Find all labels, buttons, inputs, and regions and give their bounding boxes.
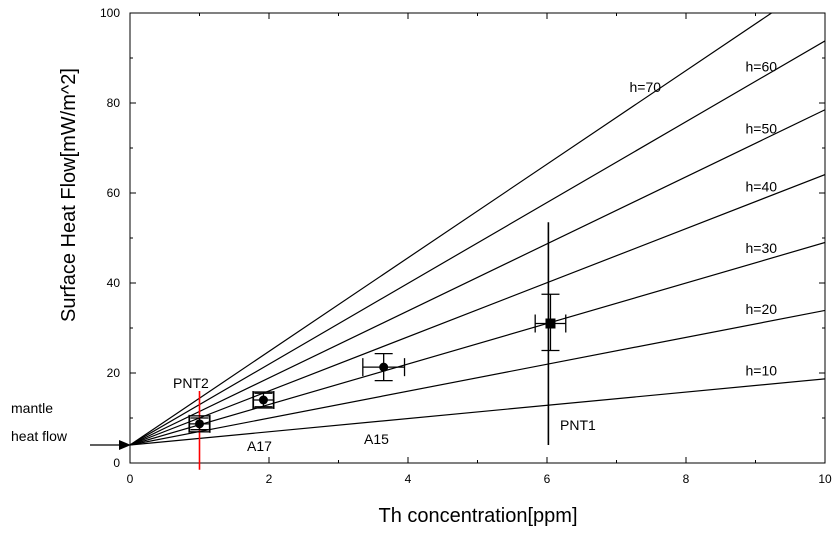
model-line-label: h=70 [629, 79, 661, 95]
model-line [130, 241, 825, 446]
data-point [379, 362, 389, 372]
y-tick-label: 100 [100, 6, 120, 20]
x-tick-label: 6 [544, 472, 551, 486]
data-point-box [252, 391, 275, 409]
model-line-label: h=30 [746, 240, 778, 256]
x-tick-label: 0 [127, 472, 134, 486]
mantle-label-line1: mantle [11, 400, 53, 416]
a15-label: A15 [364, 431, 389, 447]
mantle-label-line2: heat flow [11, 428, 68, 444]
model-line [130, 378, 825, 446]
y-tick-label: 80 [107, 96, 121, 110]
x-tick-label: 4 [405, 472, 412, 486]
axis-ticks [129, 12, 826, 464]
x-tick-label: 2 [266, 472, 273, 486]
y-tick-label: 20 [107, 366, 121, 380]
model-line [130, 13, 773, 446]
y-axis-title: Surface Heat Flow[mW/m^2] [58, 68, 80, 322]
model-line [130, 109, 825, 446]
y-tick-label: 0 [113, 456, 120, 470]
model-line-label: h=20 [746, 301, 778, 317]
model-line-label: h=40 [746, 179, 778, 195]
model-line-label: h=10 [746, 362, 778, 378]
data-point [545, 318, 556, 329]
model-line-label: h=50 [746, 120, 778, 136]
vertical-range-bars [198, 222, 550, 470]
x-tick-label: 8 [683, 472, 690, 486]
data-points [188, 293, 567, 433]
model-lines [130, 13, 825, 446]
y-tick-label: 60 [107, 186, 121, 200]
x-tick-label: 10 [818, 472, 832, 486]
data-point-box [188, 415, 211, 433]
plot-frame [129, 12, 826, 464]
model-line [130, 40, 825, 446]
model-line-label: h=60 [746, 58, 778, 74]
model-line [130, 173, 825, 446]
mantle-arrow-head [119, 440, 131, 450]
model-line [130, 309, 825, 446]
y-tick-label: 40 [107, 276, 121, 290]
pnt2-label: PNT2 [173, 375, 209, 391]
pnt1-label: PNT1 [560, 417, 596, 433]
x-axis-title: Th concentration[ppm] [379, 505, 578, 527]
data-point [258, 395, 268, 405]
a17-label: A17 [247, 438, 272, 454]
model-line-labels: h=10 h=20 h=30 h=40 h=50 h=60 h=70 [629, 58, 777, 378]
data-point [195, 419, 204, 429]
